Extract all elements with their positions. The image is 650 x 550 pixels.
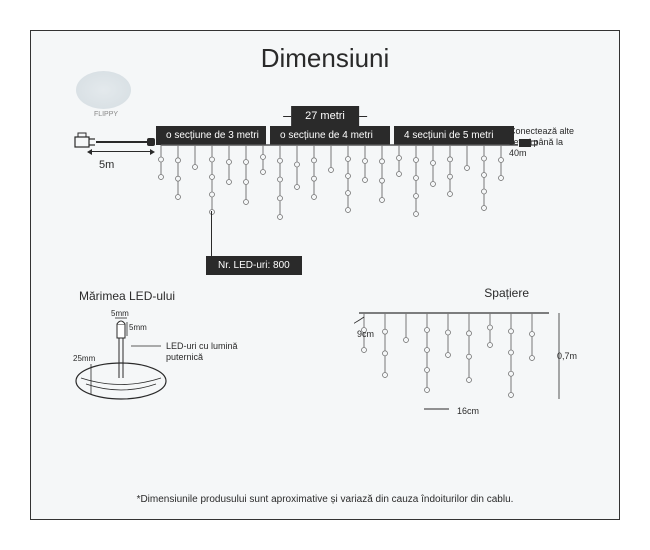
diagram-frame: FLIPPY Dimensiuni 27 metri 5m o secțiune…: [30, 30, 620, 520]
spacing-drop-label: 0,7m: [557, 351, 577, 361]
brand-logo: FLIPPY: [76, 71, 136, 116]
led-count-leader: [211, 211, 212, 256]
led-size-diagram: 5mm 5mm 25mm: [71, 306, 211, 421]
lead-arrow: [91, 151, 151, 152]
lead-cable-label: 5m: [99, 159, 114, 171]
footnote-text: *Dimensiunile produsului sunt aproximati…: [31, 494, 619, 505]
led-count-label: Nr. LED-uri: 800: [206, 256, 302, 275]
lead-cable-line: [96, 141, 151, 143]
led-size-title: Mărimea LED-ului: [79, 289, 175, 303]
connect-note: Conectează alte seturi până la 40m: [509, 126, 579, 158]
svg-text:5mm: 5mm: [129, 323, 147, 332]
total-length-label: 27 metri: [291, 106, 359, 126]
svg-text:5mm: 5mm: [111, 309, 129, 318]
led-description: LED-uri cu lumină puternică: [166, 341, 246, 363]
spacing-title: Spațiere: [484, 286, 529, 300]
spacing-bulb-label: 16cm: [457, 406, 479, 416]
brand-text: FLIPPY: [76, 111, 136, 118]
svg-text:25mm: 25mm: [73, 354, 96, 363]
spacing-horizontal-label: 9cm: [357, 329, 374, 339]
plug-icon: [73, 131, 97, 153]
